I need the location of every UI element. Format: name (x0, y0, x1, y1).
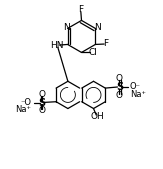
Text: Cl: Cl (88, 48, 97, 57)
Text: O: O (116, 74, 123, 83)
Text: Na⁺: Na⁺ (130, 90, 146, 99)
Text: N: N (94, 23, 101, 32)
Text: F: F (78, 6, 83, 15)
Text: S: S (116, 82, 123, 92)
Text: F: F (103, 40, 108, 49)
Text: O⁻: O⁻ (130, 82, 141, 91)
Text: Na⁺: Na⁺ (16, 105, 32, 114)
Text: O: O (38, 106, 45, 115)
Text: O: O (38, 90, 45, 99)
Text: OH: OH (90, 112, 104, 121)
Text: O: O (116, 91, 123, 100)
Text: S: S (38, 98, 45, 107)
Text: ⁻O: ⁻O (21, 98, 32, 106)
Text: N: N (63, 23, 69, 32)
Text: HN: HN (51, 41, 64, 50)
